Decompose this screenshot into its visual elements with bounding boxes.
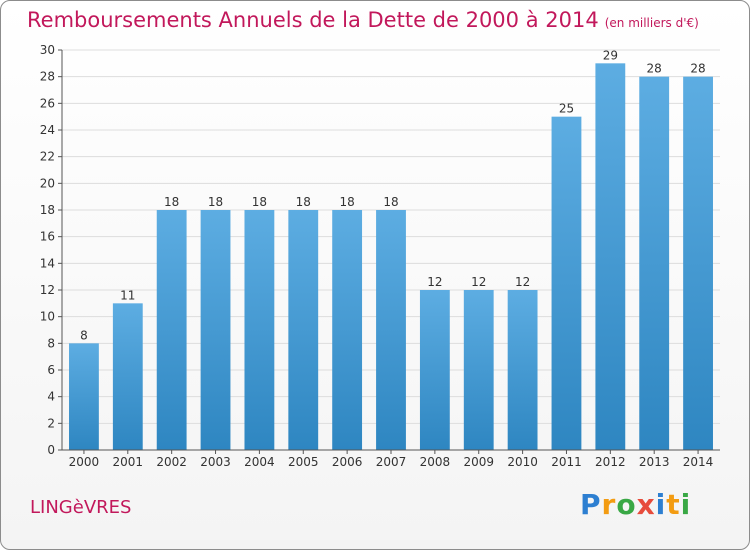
y-tick-label: 4: [47, 390, 55, 404]
y-tick-label: 16: [40, 230, 55, 244]
y-tick-label: 28: [40, 70, 55, 84]
data-label: 12: [515, 275, 530, 289]
y-tick-label: 24: [40, 123, 55, 137]
bar: [69, 343, 99, 450]
logo-letter: P: [580, 488, 602, 521]
y-tick-label: 26: [40, 96, 55, 110]
x-tick-label: 2011: [551, 455, 582, 469]
data-label: 25: [559, 102, 574, 116]
bar: [288, 210, 319, 450]
bar: [376, 210, 406, 450]
data-label: 18: [164, 195, 179, 209]
data-label: 12: [427, 275, 442, 289]
commune-name: LINGèVRES: [30, 497, 132, 518]
x-tick-label: 2010: [507, 455, 538, 469]
bar: [244, 210, 275, 450]
axis-layer: 0246810121416182022242628308200011200118…: [40, 43, 720, 469]
y-tick-label: 18: [40, 203, 55, 217]
data-label: 18: [339, 195, 354, 209]
y-tick-label: 2: [47, 416, 55, 430]
y-tick-label: 6: [47, 363, 55, 377]
chart-title: Remboursements Annuels de la Dette de 20…: [27, 8, 699, 32]
y-tick-label: 22: [40, 150, 55, 164]
bar: [156, 210, 187, 450]
x-tick-label: 2005: [288, 455, 319, 469]
logo-letter: i: [655, 488, 667, 521]
unit-label: (en milliers d'€): [604, 16, 699, 30]
logo-letter: o: [616, 488, 637, 521]
data-label: 28: [690, 62, 705, 76]
data-label: 11: [120, 288, 135, 302]
x-tick-label: 2008: [420, 455, 451, 469]
x-tick-label: 2014: [683, 455, 714, 469]
x-tick-label: 2001: [113, 455, 144, 469]
bar: [200, 210, 231, 450]
data-label: 8: [80, 328, 88, 342]
data-label: 18: [296, 195, 311, 209]
x-tick-label: 2009: [463, 455, 494, 469]
proxiti-logo: Proxiti: [580, 488, 691, 521]
logo-letter: t: [666, 488, 681, 521]
x-tick-label: 2006: [332, 455, 363, 469]
logo-letter: x: [636, 488, 656, 521]
x-tick-label: 2000: [69, 455, 100, 469]
y-tick-label: 10: [40, 310, 55, 324]
bar: [112, 303, 143, 450]
data-label: 29: [603, 48, 618, 62]
x-tick-label: 2007: [376, 455, 407, 469]
data-label: 18: [383, 195, 398, 209]
bar: [463, 290, 494, 450]
y-tick-label: 14: [40, 256, 55, 270]
bar: [639, 76, 670, 451]
y-tick-label: 8: [47, 336, 55, 350]
title-text: Remboursements Annuels de la Dette de 20…: [27, 8, 599, 32]
logo-letter: r: [601, 488, 617, 521]
x-tick-label: 2004: [244, 455, 275, 469]
data-label: 12: [471, 275, 486, 289]
data-label: 18: [208, 195, 223, 209]
bar: [683, 76, 713, 451]
x-tick-label: 2003: [200, 455, 231, 469]
y-tick-label: 30: [40, 43, 55, 57]
data-label: 18: [252, 195, 267, 209]
bar: [507, 290, 538, 450]
x-tick-label: 2013: [639, 455, 670, 469]
y-tick-label: 12: [40, 283, 55, 297]
bar: [551, 116, 582, 451]
y-tick-label: 20: [40, 176, 55, 190]
bar: [595, 63, 626, 450]
x-tick-label: 2002: [156, 455, 187, 469]
bar: [419, 290, 450, 450]
data-label: 28: [647, 62, 662, 76]
logo-letter: i: [680, 488, 692, 521]
bar-layer: [69, 63, 713, 451]
bar: [332, 210, 363, 450]
x-tick-label: 2012: [595, 455, 626, 469]
y-tick-label: 0: [47, 443, 55, 457]
